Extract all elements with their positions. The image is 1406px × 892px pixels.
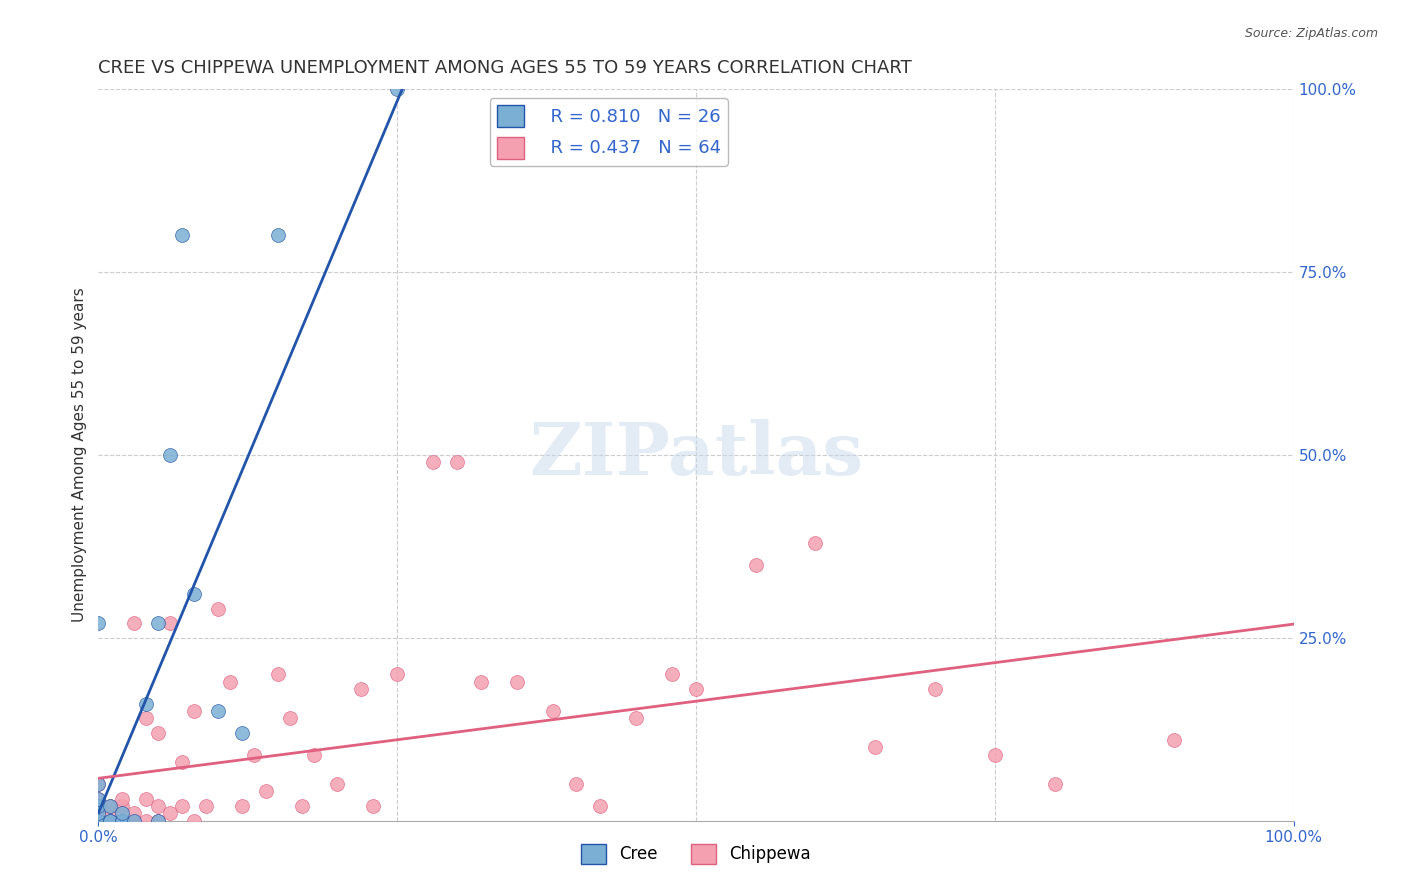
Point xyxy=(589,799,612,814)
Point xyxy=(172,799,194,814)
Point xyxy=(98,814,122,828)
Point xyxy=(135,791,157,805)
Text: Source: ZipAtlas.com: Source: ZipAtlas.com xyxy=(1244,27,1378,40)
Point xyxy=(685,681,707,696)
Point xyxy=(111,791,134,805)
Point xyxy=(87,806,110,821)
Point xyxy=(135,814,157,828)
Point xyxy=(87,814,110,828)
Point xyxy=(267,667,290,681)
Point xyxy=(267,228,290,243)
Point xyxy=(87,814,110,828)
Point xyxy=(148,616,170,631)
Point xyxy=(111,806,134,821)
Point xyxy=(984,747,1007,762)
Point xyxy=(98,814,122,828)
Point xyxy=(422,455,444,469)
Point xyxy=(243,747,266,762)
Point xyxy=(506,674,529,689)
Point xyxy=(350,681,373,696)
Point xyxy=(159,806,181,821)
Point xyxy=(661,667,683,681)
Point xyxy=(98,814,122,828)
Point xyxy=(446,455,468,469)
Point xyxy=(863,740,887,755)
Point xyxy=(804,535,827,549)
Point xyxy=(541,704,564,718)
Point xyxy=(207,601,229,615)
Point xyxy=(111,814,134,828)
Point xyxy=(87,616,110,631)
Point xyxy=(111,799,134,814)
Legend: Cree, Chippewa: Cree, Chippewa xyxy=(574,838,818,871)
Point xyxy=(159,616,181,631)
Point xyxy=(385,667,409,681)
Point xyxy=(98,806,122,821)
Point xyxy=(111,814,134,828)
Point xyxy=(124,814,146,828)
Point xyxy=(326,777,349,791)
Point xyxy=(87,814,110,828)
Point xyxy=(124,814,146,828)
Point xyxy=(231,726,253,740)
Point xyxy=(87,814,110,828)
Point xyxy=(111,814,134,828)
Point xyxy=(135,711,157,725)
Point xyxy=(87,777,110,791)
Point xyxy=(626,711,648,725)
Point xyxy=(1163,733,1185,747)
Point xyxy=(111,814,134,828)
Point xyxy=(124,806,146,821)
Point xyxy=(470,674,492,689)
Point xyxy=(87,814,110,828)
Point xyxy=(87,799,110,814)
Point xyxy=(87,814,110,828)
Point xyxy=(183,587,205,601)
Text: CREE VS CHIPPEWA UNEMPLOYMENT AMONG AGES 55 TO 59 YEARS CORRELATION CHART: CREE VS CHIPPEWA UNEMPLOYMENT AMONG AGES… xyxy=(98,59,912,77)
Point xyxy=(278,711,301,725)
Point xyxy=(172,755,194,769)
Point xyxy=(87,806,110,821)
Point xyxy=(231,799,253,814)
Point xyxy=(98,799,122,814)
Text: ZIPatlas: ZIPatlas xyxy=(529,419,863,491)
Point xyxy=(207,704,229,718)
Point xyxy=(363,799,385,814)
Point xyxy=(87,814,110,828)
Point xyxy=(87,814,110,828)
Point xyxy=(924,681,946,696)
Point xyxy=(87,799,110,814)
Point xyxy=(172,228,194,243)
Point xyxy=(385,82,409,96)
Point xyxy=(87,814,110,828)
Point xyxy=(87,791,110,805)
Point xyxy=(291,799,314,814)
Point xyxy=(87,806,110,821)
Point xyxy=(148,726,170,740)
Point xyxy=(745,558,768,572)
Point xyxy=(87,791,110,805)
Point xyxy=(194,799,218,814)
Point xyxy=(565,777,588,791)
Point xyxy=(98,799,122,814)
Point xyxy=(159,448,181,462)
Point xyxy=(87,777,110,791)
Point xyxy=(98,814,122,828)
Point xyxy=(124,616,146,631)
Point xyxy=(148,814,170,828)
Point xyxy=(183,814,205,828)
Point xyxy=(135,697,157,711)
Point xyxy=(1043,777,1066,791)
Point xyxy=(183,704,205,718)
Point xyxy=(302,747,325,762)
Point xyxy=(148,799,170,814)
Point xyxy=(148,814,170,828)
Point xyxy=(219,674,242,689)
Y-axis label: Unemployment Among Ages 55 to 59 years: Unemployment Among Ages 55 to 59 years xyxy=(72,287,87,623)
Point xyxy=(254,784,277,798)
